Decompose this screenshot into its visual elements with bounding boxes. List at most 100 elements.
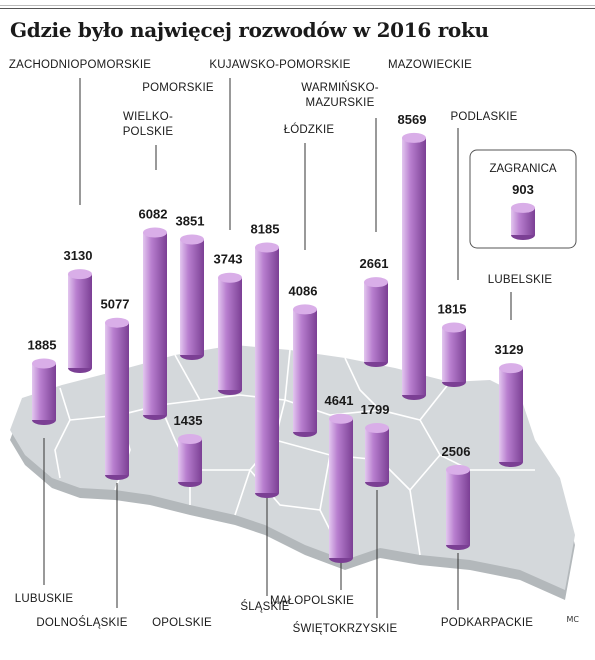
bar-wielkopolskie-body [143, 232, 167, 415]
value-label-lubelskie: 3129 [495, 342, 524, 357]
bar-kujawsko-pomorskie [218, 272, 242, 395]
bar-warminsko-mazurskie-body [364, 282, 388, 362]
bar-kujawsko-pomorskie-top [218, 272, 242, 283]
value-label-pomorskie: 3851 [176, 213, 205, 228]
bar-malopolskie-body [329, 418, 353, 558]
bar-podkarpackie-top [446, 464, 470, 475]
map-of-poland [10, 345, 575, 600]
region-label-lodzkie: ŁÓDZKIE [284, 123, 335, 136]
bars [32, 132, 523, 563]
value-label-wielkopolskie: 6082 [139, 207, 168, 222]
region-label-podkarpackie: PODKARPACKIE [441, 617, 533, 629]
value-label-opolskie: 1435 [174, 413, 203, 428]
value-label-warminsko-mazurskie: 2661 [360, 256, 389, 271]
region-label-lubuskie: LUBUSKIE [15, 593, 74, 605]
bar-dolnoslaskie-top [105, 317, 129, 328]
bar-zagranica-top [511, 202, 535, 213]
value-label-malopolskie: 4641 [325, 393, 354, 408]
value-label-zachodniopomorskie: 3130 [64, 248, 93, 263]
value-label-mazowieckie: 8569 [398, 112, 427, 127]
region-label-podlaskie: PODLASKIE [451, 111, 518, 123]
bar-mazowieckie [402, 132, 426, 400]
bar-lubelskie-body [499, 368, 523, 462]
value-label-podlaskie: 1815 [438, 302, 467, 317]
bar-opolskie-body [178, 438, 202, 482]
region-label-lubelskie: LUBELSKIE [488, 274, 553, 286]
bar-kujawsko-pomorskie-body [218, 277, 242, 390]
labels: 3851 2661 3130 1815 3743 8569 6082 1885 4086 3129… [9, 59, 552, 635]
bar-mazowieckie-body [402, 137, 426, 395]
bar-zachodniopomorskie-top [68, 269, 92, 280]
value-label-slaskie: 8185 [251, 221, 280, 236]
bar-slaskie-top [255, 242, 279, 253]
value-label-lodzkie: 4086 [289, 283, 318, 298]
bar-podkarpackie [446, 464, 470, 550]
region-label-kujawsko-pomorskie: KUJAWSKO-POMORSKIE [209, 59, 350, 71]
bar-opolskie-top [178, 433, 202, 444]
value-label-kujawsko-pomorskie: 3743 [214, 252, 243, 267]
leader-lines [43, 78, 512, 618]
bar-lodzkie-top [293, 304, 317, 315]
voivodeship-borders [54, 349, 535, 561]
bar-pomorskie-top [180, 234, 204, 245]
bar-podlaskie [442, 322, 466, 387]
bar-podkarpackie-body [446, 469, 470, 545]
map-body [10, 345, 575, 590]
bar-slaskie [255, 242, 279, 498]
region-label-wielkopolskie-2: POLSKIE [123, 126, 174, 138]
bar-lodzkie [293, 304, 317, 437]
abroad-inset: ZAGRANICA 903 [469, 149, 577, 249]
bar-zagranica [511, 202, 535, 240]
bar-slaskie-body [255, 247, 279, 493]
chart-title: Gdzie było najwięcej rozwodów w 2016 rok… [10, 18, 489, 42]
bar-zachodniopomorskie [68, 269, 92, 373]
bar-lubuskie [32, 358, 56, 425]
bar-pomorskie-body [180, 239, 204, 355]
bar-lodzkie-body [293, 309, 317, 432]
top-rule-light [0, 5, 595, 6]
bar-wielkopolskie-top [143, 227, 167, 238]
bar-opolskie [178, 433, 202, 487]
value-label-podkarpackie: 2506 [442, 444, 471, 459]
bar-swietokrzyskie-top [365, 423, 389, 434]
value-label-lubuskie: 1885 [28, 337, 57, 352]
region-label-slaskie: ŚLĄSKIE [240, 600, 289, 613]
region-label-swietokrzyskie: ŚWIĘTOKRZYSKIE [293, 622, 398, 635]
bar-pomorskie [180, 234, 204, 360]
bar-malopolskie-top [329, 413, 353, 424]
bar-podlaskie-top [442, 322, 466, 333]
bar-zachodniopomorskie-body [68, 274, 92, 368]
bar-lubuskie-top [32, 358, 56, 369]
region-label-dolnoslaskie: DOLNOŚLĄSKIE [36, 616, 127, 629]
bar-swietokrzyskie-body [365, 428, 389, 482]
region-label-malopolskie: MAŁOPOLSKIE [270, 595, 354, 607]
value-label-dolnoslaskie: 5077 [101, 297, 130, 312]
inset-frame [469, 149, 577, 249]
region-label-warminsko-mazurskie-1: WARMIŃSKO- [301, 81, 379, 94]
bar-malopolskie [329, 413, 353, 563]
bar-lubelskie [499, 363, 523, 467]
value-label-swietokrzyskie: 1799 [361, 402, 390, 417]
region-label-pomorskie: POMORSKIE [142, 82, 214, 94]
bar-swietokrzyskie [365, 423, 389, 487]
inset-label: ZAGRANICA [489, 163, 556, 175]
region-label-wielkopolskie-1: WIELKO- [123, 111, 173, 123]
bar-lubuskie-body [32, 363, 56, 420]
top-rule [0, 8, 595, 9]
bar-warminsko-mazurskie [364, 277, 388, 367]
inset-value: 903 [512, 182, 534, 197]
bar-dolnoslaskie-body [105, 322, 129, 475]
bar-podlaskie-body [442, 327, 466, 382]
region-label-zachodniopomorskie: ZACHODNIOPOMORSKIE [9, 59, 151, 71]
bar-mazowieckie-top [402, 132, 426, 143]
bar-wielkopolskie [143, 227, 167, 420]
region-label-mazowieckie: MAZOWIECKIE [388, 59, 472, 71]
bar-lubelskie-top [499, 363, 523, 374]
region-label-warminsko-mazurskie-2: MAZURSKIE [306, 97, 375, 109]
bar-warminsko-mazurskie-top [364, 277, 388, 288]
region-label-opolskie: OPOLSKIE [152, 617, 212, 629]
credit: MC [566, 615, 580, 624]
bar-dolnoslaskie [105, 317, 129, 480]
